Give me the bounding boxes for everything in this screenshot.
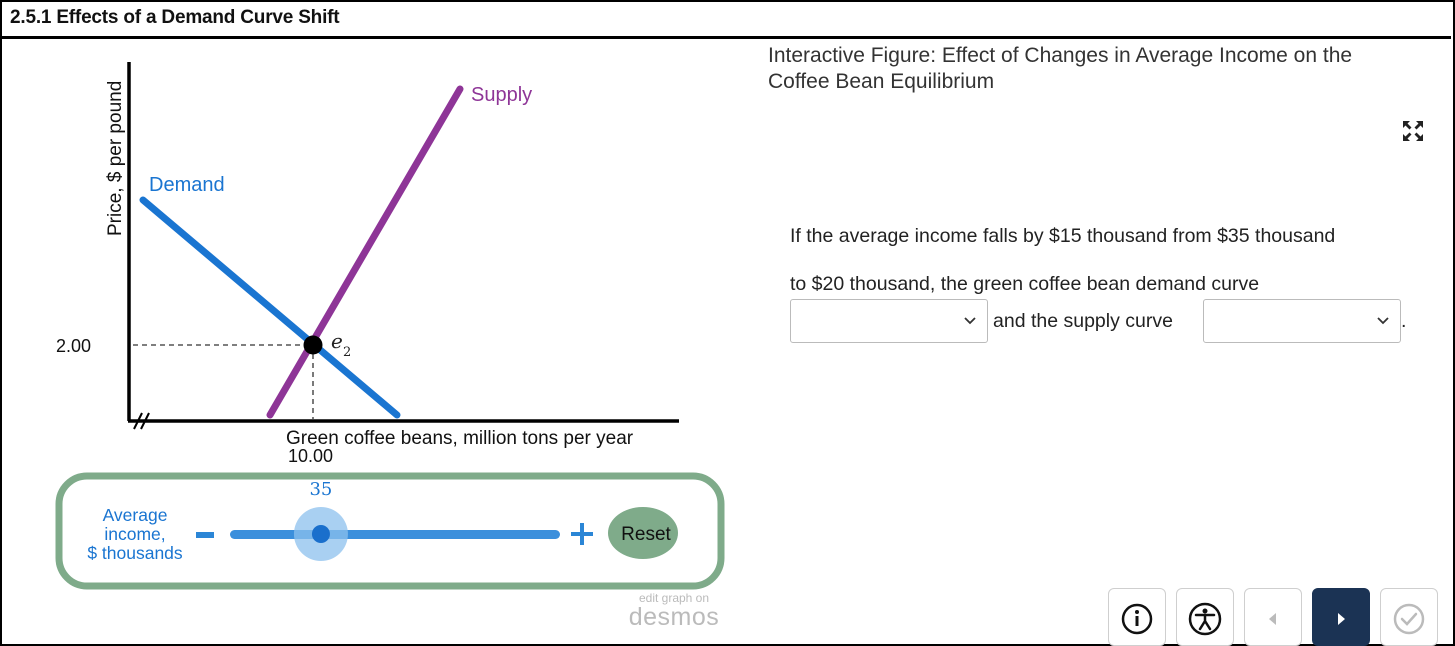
demand-label: Demand	[149, 174, 225, 196]
check-icon	[1393, 603, 1425, 635]
axis-break-mark	[140, 412, 150, 430]
figure-title: Interactive Figure: Effect of Changes in…	[768, 43, 1438, 95]
minus-icon[interactable]	[196, 532, 214, 538]
previous-icon	[1269, 613, 1276, 625]
figure-title-line2: Coffee Bean Equilibrium	[768, 70, 995, 93]
slider-thumb[interactable]	[311, 525, 330, 543]
supply-curve-select[interactable]	[1203, 299, 1401, 343]
price-tick-label: 2.00	[56, 336, 91, 356]
interactive-graph: Price, $ per pound Green coffee beans, m…	[55, 62, 725, 590]
question-line2: to $20 thousand, the green coffee bean d…	[790, 273, 1260, 295]
slider-label-line2: income,	[104, 524, 165, 544]
chevron-down-icon	[964, 317, 976, 325]
accessibility-icon	[1188, 602, 1222, 636]
info-icon	[1121, 603, 1153, 635]
equilibrium-label: e	[331, 329, 343, 353]
reset-button-label[interactable]: Reset	[621, 524, 671, 545]
desmos-logo[interactable]: desmos	[628, 603, 720, 631]
demand-curve[interactable]	[139, 196, 401, 419]
next-icon	[1338, 613, 1345, 625]
demand-curve-select[interactable]	[790, 299, 988, 343]
plus-icon[interactable]	[571, 523, 593, 545]
x-axis-label: Green coffee beans, million tons per yea…	[286, 428, 634, 449]
y-axis-label: Price, $ per pound	[105, 81, 126, 236]
equilibrium-subscript: 2	[343, 345, 351, 360]
reset-button[interactable]	[608, 507, 678, 559]
supply-curve	[266, 85, 464, 419]
chevron-down-icon	[1377, 317, 1389, 325]
slider-value: 35	[309, 479, 332, 500]
supply-label: Supply	[471, 84, 532, 106]
axis-break-mark	[133, 412, 143, 430]
previous-button[interactable]	[1244, 588, 1302, 646]
question-text: If the average income falls by $15 thous…	[790, 212, 1430, 308]
figure-title-line1: Interactive Figure: Effect of Changes in…	[768, 44, 1353, 67]
info-button[interactable]	[1108, 588, 1166, 646]
slider-label-line1: Average	[103, 505, 168, 525]
desmos-link[interactable]: edit graph on desmos	[624, 591, 724, 631]
quantity-tick-label: 10.00	[288, 446, 333, 466]
expand-icon[interactable]	[1400, 118, 1426, 144]
slider-track[interactable]	[230, 530, 560, 539]
slider-label-line3: $ thousands	[87, 543, 183, 563]
next-button[interactable]	[1312, 588, 1370, 646]
page-header: 2.5.1 Effects of a Demand Curve Shift	[0, 0, 1451, 39]
slider-panel	[55, 472, 725, 590]
desmos-edit-text[interactable]: edit graph on	[638, 591, 710, 605]
sentence-period: .	[1401, 310, 1407, 332]
accessibility-button[interactable]	[1176, 588, 1234, 646]
equilibrium-point	[303, 335, 323, 355]
question-line1: If the average income falls by $15 thous…	[790, 225, 1336, 247]
and-supply-label: and the supply curve	[993, 310, 1173, 332]
check-button[interactable]	[1380, 588, 1438, 646]
page-title: 2.5.1 Effects of a Demand Curve Shift	[10, 7, 340, 28]
